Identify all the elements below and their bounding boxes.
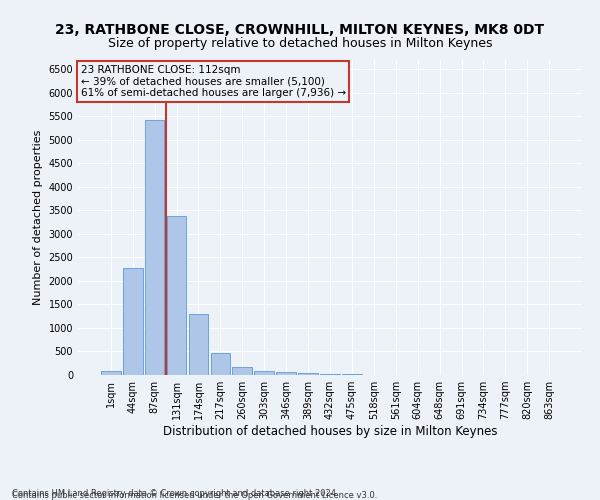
Text: 23 RATHBONE CLOSE: 112sqm
← 39% of detached houses are smaller (5,100)
61% of se: 23 RATHBONE CLOSE: 112sqm ← 39% of detac…: [80, 64, 346, 98]
Text: 23, RATHBONE CLOSE, CROWNHILL, MILTON KEYNES, MK8 0DT: 23, RATHBONE CLOSE, CROWNHILL, MILTON KE…: [55, 22, 545, 36]
X-axis label: Distribution of detached houses by size in Milton Keynes: Distribution of detached houses by size …: [163, 425, 497, 438]
Bar: [211, 352, 230, 375]
Bar: [298, 373, 318, 375]
Bar: [101, 372, 121, 375]
Bar: [123, 268, 143, 375]
Text: Contains public sector information licensed under the Open Government Licence v3: Contains public sector information licen…: [12, 491, 377, 500]
Text: Size of property relative to detached houses in Milton Keynes: Size of property relative to detached ho…: [108, 38, 492, 51]
Y-axis label: Number of detached properties: Number of detached properties: [33, 130, 43, 305]
Bar: [145, 120, 164, 375]
Bar: [276, 372, 296, 375]
Bar: [342, 374, 362, 375]
Bar: [254, 371, 274, 375]
Bar: [232, 368, 252, 375]
Text: Contains HM Land Registry data © Crown copyright and database right 2024.: Contains HM Land Registry data © Crown c…: [12, 488, 338, 498]
Bar: [188, 314, 208, 375]
Bar: [167, 216, 187, 375]
Bar: [320, 374, 340, 375]
